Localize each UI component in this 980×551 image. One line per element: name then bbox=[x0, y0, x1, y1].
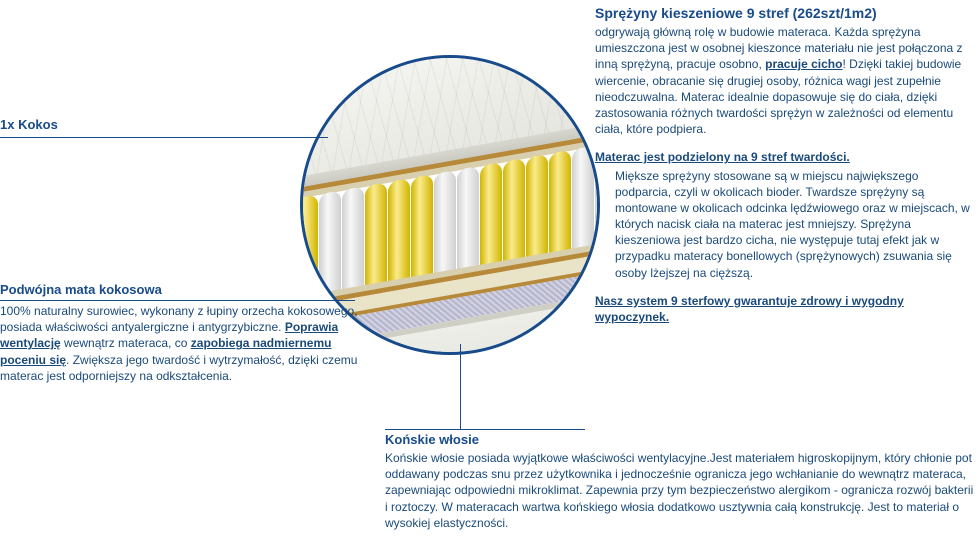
konskie-body: Końskie włosie posiada wyjątkowe właściw… bbox=[385, 450, 975, 531]
mata-title: Podwójna mata kokosowa bbox=[0, 282, 370, 297]
kokos-title: 1x Kokos bbox=[0, 117, 290, 132]
label-sprezyny: Sprężyny kieszeniowe 9 stref (262szt/1m2… bbox=[595, 5, 975, 325]
sprezyny-p2title: Materac jest podzielony na 9 stref tward… bbox=[595, 150, 850, 164]
mata-body: 100% naturalny surowiec, wykonany z łupi… bbox=[0, 303, 370, 384]
sprezyny-title: Sprężyny kieszeniowe 9 stref (262szt/1m2… bbox=[595, 5, 975, 21]
sprezyny-p1: odgrywają główną rolę w budowie materaca… bbox=[595, 24, 975, 137]
sprezyny-p2: Miększe sprężyny stosowane są w miejscu … bbox=[595, 168, 975, 281]
konskie-title: Końskie włosie bbox=[385, 432, 975, 447]
label-kokos: 1x Kokos bbox=[0, 117, 290, 135]
line-konskie bbox=[460, 344, 461, 429]
label-mata: Podwójna mata kokosowa 100% naturalny su… bbox=[0, 282, 370, 384]
label-konskie: Końskie włosie Końskie włosie posiada wy… bbox=[385, 432, 975, 531]
sprezyny-p3: Nasz system 9 sterfowy gwarantuje zdrowy… bbox=[595, 294, 904, 324]
line-konskie-h bbox=[385, 429, 585, 430]
